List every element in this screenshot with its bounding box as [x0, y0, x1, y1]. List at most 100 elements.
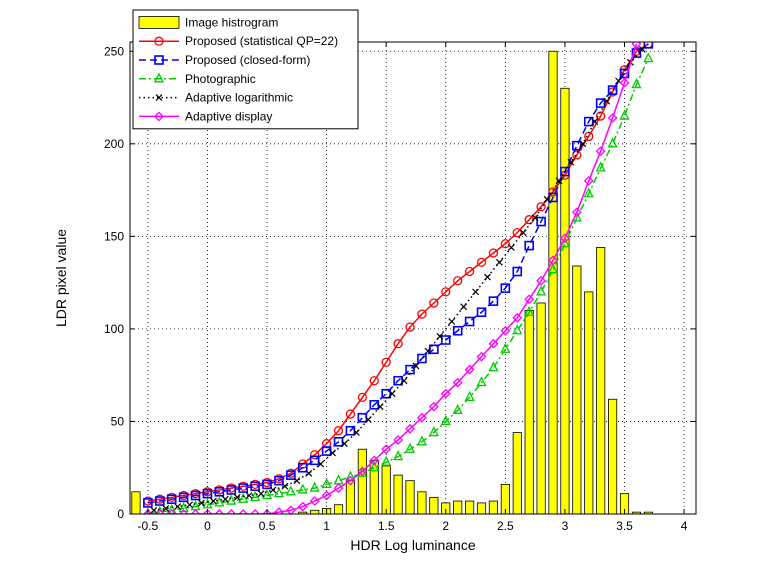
series-line: [147, 43, 649, 504]
data-point: [440, 414, 451, 426]
data-point: [500, 239, 510, 249]
histogram-bar: [345, 480, 356, 514]
data-point: [412, 362, 420, 370]
x-tick-label: -0.5: [138, 519, 159, 533]
data-point: [464, 390, 475, 402]
histogram-bar: [512, 432, 522, 514]
data-point: [369, 455, 380, 466]
histogram-bar: [333, 504, 344, 514]
histogram-bar: [608, 398, 618, 514]
series-3: [150, 45, 646, 514]
data-point: [198, 499, 205, 507]
data-point: [285, 485, 296, 496]
data-point: [638, 45, 646, 53]
data-point: [452, 403, 463, 414]
data-point: [440, 335, 451, 345]
data-point: [257, 490, 265, 498]
data-point: [560, 233, 570, 244]
data-point: [376, 403, 384, 411]
data-point: [226, 509, 237, 514]
x-tick-label: 4: [681, 519, 688, 533]
histogram-bar: [476, 502, 487, 514]
data-point: [226, 494, 237, 505]
data-point: [357, 466, 368, 477]
data-point: [317, 460, 325, 468]
data-point: [416, 435, 427, 446]
data-point: [364, 416, 372, 424]
data-point: [281, 482, 289, 490]
data-point: [245, 492, 253, 499]
data-point: [488, 361, 499, 372]
data-point: [154, 111, 164, 122]
data-point: [488, 338, 499, 349]
data-point: [536, 275, 547, 286]
data-point: [417, 353, 427, 364]
series-line: [147, 58, 650, 514]
data-point: [583, 175, 594, 186]
histogram-bar: [453, 500, 463, 514]
histogram-bar: [560, 87, 570, 514]
data-point: [500, 283, 511, 293]
data-point: [143, 498, 153, 508]
series-1: [143, 42, 654, 508]
data-point: [555, 177, 563, 185]
data-point: [226, 485, 237, 495]
data-point: [547, 263, 559, 274]
data-point: [333, 426, 344, 436]
histogram-bar: [572, 265, 582, 514]
data-point: [273, 487, 284, 498]
histogram-bar: [429, 496, 439, 514]
histogram-bar: [524, 309, 534, 514]
data-point: [190, 490, 201, 501]
data-point: [238, 492, 249, 503]
data-point: [571, 207, 582, 218]
data-point: [607, 85, 618, 95]
data-point: [595, 146, 606, 157]
legend-label: Adaptive display: [185, 109, 272, 123]
data-point: [441, 287, 451, 297]
data-point: [285, 505, 296, 514]
data-point: [333, 483, 344, 494]
data-point: [452, 325, 463, 336]
data-point: [214, 496, 225, 507]
x-tick-label: 2.5: [497, 519, 514, 533]
y-tick-label: 200: [104, 137, 124, 151]
data-point: [536, 216, 546, 227]
data-point: [154, 36, 164, 46]
data-point: [369, 376, 379, 386]
data-point: [507, 244, 515, 251]
series-line: [153, 48, 643, 512]
x-axis-ticks: -0.5 0 0.5 1 1.5 2 2.5 3 3.5 4: [138, 42, 688, 533]
data-point: [452, 377, 463, 388]
x-tick-label: 0.5: [259, 519, 276, 533]
data-point: [381, 444, 392, 455]
data-point: [472, 288, 479, 296]
histogram-bar: [536, 302, 546, 514]
data-point: [512, 228, 522, 238]
x-tick-label: 0: [204, 519, 211, 533]
histogram-bar: [631, 511, 641, 514]
plot-frame: [129, 41, 697, 515]
data-point: [162, 505, 170, 512]
data-point: [548, 187, 558, 197]
data-point: [464, 266, 475, 277]
data-point: [150, 506, 158, 514]
data-point: [321, 477, 332, 489]
legend-label: Proposed (closed-form): [185, 53, 310, 67]
data-point: [293, 477, 301, 485]
data-point: [512, 312, 523, 323]
data-point: [464, 364, 475, 375]
data-point: [440, 388, 451, 399]
histogram-bar: [465, 500, 475, 514]
data-point: [429, 298, 439, 308]
histogram-bar: [596, 247, 606, 514]
data-point: [596, 111, 606, 121]
data-point: [424, 347, 432, 355]
data-point: [512, 324, 523, 335]
data-point: [166, 494, 177, 504]
data-point: [619, 68, 630, 79]
data-point: [238, 483, 248, 493]
data-point: [261, 489, 273, 500]
data-point: [567, 158, 575, 166]
